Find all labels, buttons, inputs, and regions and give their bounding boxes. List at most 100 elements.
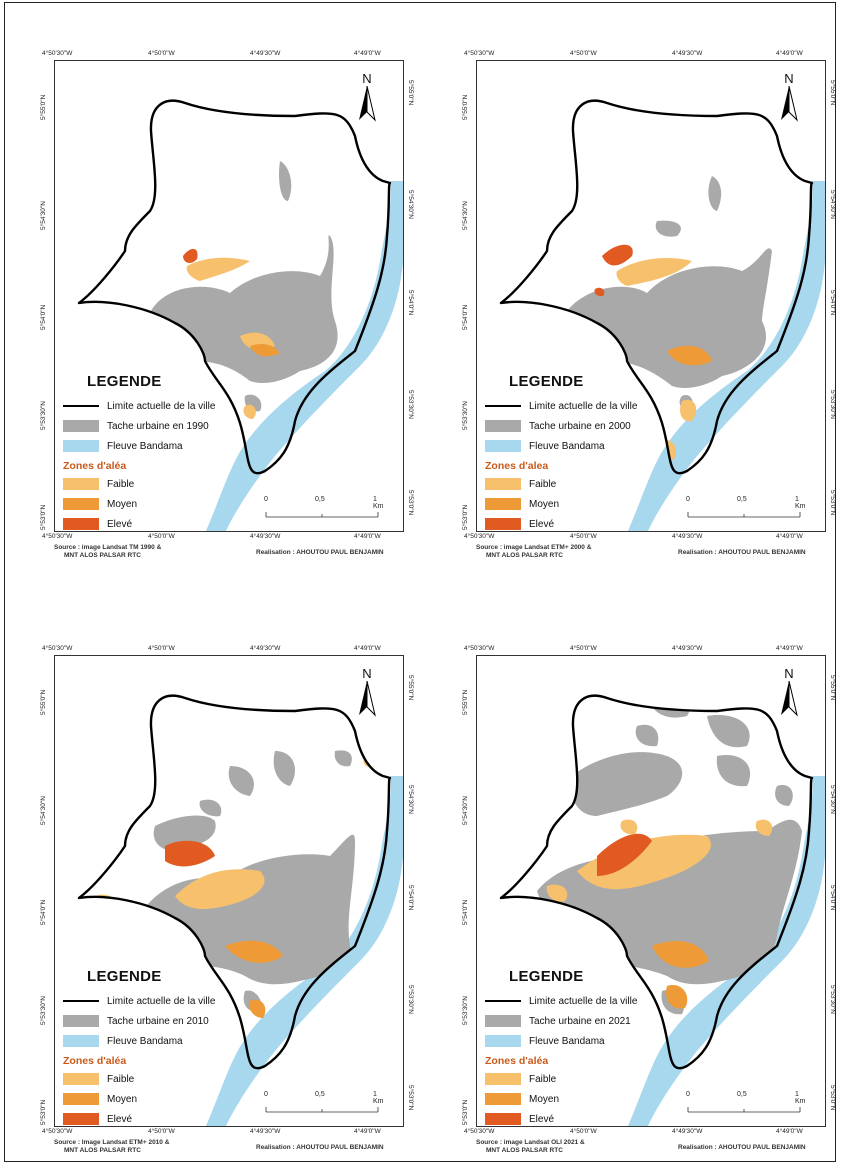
hazard-zone-moyen [652,941,709,968]
lon-tick-top: 4°49'30"W [672,645,703,652]
legend-river-swatch [485,440,521,452]
lon-tick-top: 4°50'0"W [570,50,597,57]
legend-urban-label: Tache urbaine en 2021 [529,1015,631,1027]
north-label: N [362,71,372,86]
urban-area [334,750,352,767]
legend-limit: Limite actuelle de la ville [485,991,685,1011]
urban-area [707,715,750,748]
legend-urban: Tache urbaine en 2021 [485,1011,685,1031]
lat-tick-right: 5°53'30"N [829,985,836,1014]
hazard-zone-faible [620,819,638,835]
legend-eleve: Elevé [63,1109,263,1126]
legend-faible-label: Faible [529,478,557,490]
legend-faible-label: Faible [107,1073,135,1085]
hazard-zone-faible [795,750,809,764]
lon-tick-bottom: 4°49'30"W [250,533,281,540]
scale-bar: 0 0,5 1 Km [264,1091,384,1119]
legend-river-label: Fleuve Bandama [107,440,183,452]
lat-tick-left: 5°55'0"N [40,94,47,120]
legend-title: LEGENDE [509,373,584,390]
river-bandama [627,181,825,531]
scale-bar: 0 0,5 1 Km [686,496,806,524]
scale-label: 1 Km [795,496,806,510]
hazard-zone-eleve [597,833,652,876]
lat-tick-right: 5°53'0"N [829,490,836,516]
legend-river-swatch [63,1035,99,1047]
lon-tick-top: 4°49'0"W [776,645,803,652]
legend-eleve: Elevé [485,1109,685,1126]
legend-limit: Limite actuelle de la ville [63,991,263,1011]
source-line-2: MNT ALOS PALSAR RTC [64,1147,141,1154]
legend-moyen-label: Moyen [107,498,138,510]
legend-limit: Limite actuelle de la ville [63,396,263,416]
urban-area [655,220,681,237]
legend-eleve-swatch [485,518,521,530]
legend-river-swatch [63,440,99,452]
lon-tick-bottom: 4°50'0"W [148,1128,175,1135]
source-text: Source : image Landsat TM 1990 & MNT ALOS… [54,544,161,560]
lat-tick-right: 5°55'0"N [829,675,836,701]
credit-text: Realisation : AHOUTOU PAUL BENJAMIN [256,1144,384,1151]
legend-limit-swatch [485,405,521,407]
north-arrow-icon: N [357,666,377,722]
legend-faible-label: Faible [107,478,135,490]
legend-title: LEGENDE [509,968,584,985]
legend-river: Fleuve Bandama [485,436,685,456]
lat-tick-right: 5°54'0"N [829,290,836,316]
hazard-zone-faible [616,258,692,286]
legend-moyen: Moyen [485,494,685,514]
hazard-zone-moyen [225,940,283,963]
map-frame: N LEGENDE Limite actuelle de la ville Tache… [54,60,404,532]
lon-tick-top: 4°50'0"W [570,645,597,652]
city-limit [499,99,814,475]
legend-faible: Faible [63,474,263,494]
lat-tick-right: 5°53'0"N [407,1085,414,1111]
scale-label: 0,5 [737,1091,747,1098]
lat-tick-left: 5°53'30"N [40,401,47,430]
lon-tick-bottom: 4°50'30"W [42,533,73,540]
lon-tick-bottom: 4°49'0"W [776,1128,803,1135]
lon-tick-top: 4°50'30"W [464,645,495,652]
lat-tick-right: 5°53'30"N [829,390,836,419]
source-line-1: Source : image Landsat TM 1990 & [54,544,162,551]
lat-tick-left: 5°53'0"N [462,504,469,530]
urban-area [273,751,295,786]
urban-area [635,724,659,747]
legend-river: Fleuve Bandama [485,1031,685,1051]
legend-limit-swatch [485,1000,521,1002]
legend-urban-label: Tache urbaine en 1990 [107,420,209,432]
urban-area [647,695,690,718]
legend-moyen-swatch [485,1093,521,1105]
source-line-2: MNT ALOS PALSAR RTC [486,1147,563,1154]
hazard-zone-eleve [594,287,605,297]
hazard-zone-moyen [666,985,688,1009]
lon-tick-bottom: 4°50'30"W [464,1128,495,1135]
legend: LEGENDE Limite actuelle de la ville Tache … [485,968,685,1126]
north-label: N [362,666,372,681]
lon-tick-top: 4°49'30"W [250,50,281,57]
legend-title: LEGENDE [87,968,162,985]
urban-area [775,785,793,806]
legend-faible-swatch [63,478,99,490]
legend: LEGENDE Limite actuelle de la ville Tache … [63,968,263,1126]
legend-faible-swatch [485,478,521,490]
zones-title: Zones d'alea [485,460,549,472]
legend-river-label: Fleuve Bandama [529,1035,605,1047]
urban-area [570,752,683,816]
legend-limit: Limite actuelle de la ville [485,396,685,416]
legend-eleve: Elevé [63,514,263,531]
lat-tick-right: 5°54'30"N [407,190,414,219]
legend-eleve-label: Elevé [107,1113,133,1125]
legend-urban: Tache urbaine en 2010 [63,1011,263,1031]
legend-moyen-label: Moyen [107,1093,138,1105]
legend-faible: Faible [485,1069,685,1089]
north-arrow-icon: N [357,71,377,127]
lon-tick-bottom: 4°49'30"W [250,1128,281,1135]
scale-label: 0 [686,1091,690,1098]
source-text: Source : Image Landsat ETM+ 2010 & MNT AL… [54,1139,169,1155]
source-text: Source : image Landsat OLI 2021 & MNT ALO… [476,1139,585,1155]
lat-tick-left: 5°54'30"N [40,201,47,230]
lat-tick-left: 5°54'0"N [462,304,469,330]
lat-tick-right: 5°55'0"N [407,675,414,701]
legend-limit-label: Limite actuelle de la ville [107,400,216,412]
